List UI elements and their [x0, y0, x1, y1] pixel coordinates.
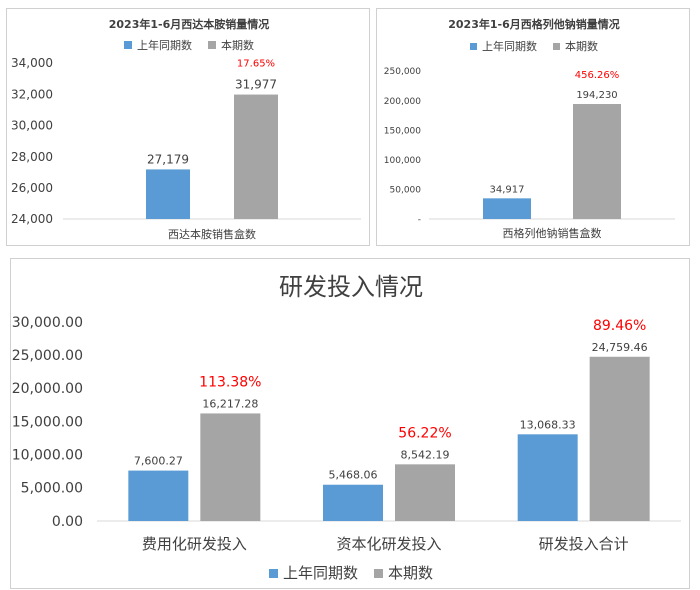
- chart-panel-chidamide: 2023年1-6月西达本胺销量情况 24,000 26,000 28,000 30,00…: [6, 8, 370, 246]
- y-tick-label: 150,000: [384, 126, 421, 136]
- legend-swatch: [124, 41, 132, 49]
- bar-value-label: 7,600.27: [134, 455, 183, 468]
- y-tick-label: 20,000.00: [12, 381, 83, 397]
- legend-label: 本期数: [388, 564, 433, 582]
- y-tick-label: 30,000: [11, 119, 53, 133]
- bar-prior-period: [323, 484, 383, 521]
- legend-label: 本期数: [221, 38, 254, 52]
- bar-value-label: 27,179: [147, 152, 189, 166]
- y-tick-label: 5,000.00: [21, 481, 83, 497]
- bar-value-label: 16,217.28: [202, 397, 258, 410]
- legend-swatch: [553, 43, 560, 50]
- bar-prior-period: [146, 169, 190, 219]
- y-tick-label: 32,000: [11, 87, 53, 101]
- legend-swatch: [208, 41, 216, 49]
- y-tick-label: 0.00: [52, 514, 83, 530]
- y-tick-label: -: [418, 215, 421, 225]
- y-tick-label: 30,000.00: [12, 315, 83, 331]
- bar-value-label: 13,068.33: [520, 418, 576, 431]
- bar-prior-period: [517, 434, 578, 521]
- growth-rate-label: 89.46%: [593, 318, 646, 334]
- bar-value-label: 34,917: [490, 184, 525, 195]
- category-label: 费用化研发投入: [142, 535, 247, 553]
- category-label: 西达本胺销售盒数: [168, 227, 256, 241]
- bar-prior-period: [483, 198, 531, 219]
- legend-swatch: [470, 43, 477, 50]
- chart-chiglitazar-sales: 2023年1-6月西格列他钠销量情况 - 50,000 100,000 150,000 2…: [384, 17, 675, 240]
- category-label: 资本化研发投入: [336, 535, 441, 553]
- legend-label: 上年同期数: [482, 39, 537, 53]
- bar-value-label: 8,542.19: [401, 448, 450, 461]
- bar-prior-period: [128, 470, 189, 521]
- growth-rate-label: 113.38%: [199, 374, 261, 390]
- chart-title: 2023年1-6月西达本胺销量情况: [109, 17, 270, 31]
- legend-label: 上年同期数: [137, 38, 192, 52]
- chart-chidamide-sales: 2023年1-6月西达本胺销量情况 24,000 26,000 28,000 30,00…: [11, 17, 361, 241]
- y-tick-label: 26,000: [11, 181, 53, 195]
- category-label: 西格列他钠销售盒数: [503, 226, 602, 240]
- growth-rate-label: 456.26%: [575, 70, 620, 81]
- y-tick-label: 34,000: [11, 56, 53, 70]
- bar-current-period: [589, 356, 650, 521]
- y-tick-label: 24,000: [11, 212, 53, 226]
- growth-rate-label: 17.65%: [237, 59, 275, 70]
- bar-current-period: [234, 94, 278, 219]
- y-tick-label: 50,000: [390, 186, 422, 196]
- y-tick-label: 25,000.00: [12, 348, 83, 364]
- y-tick-label: 250,000: [384, 67, 421, 77]
- y-tick-label: 28,000: [11, 150, 53, 164]
- chart-title: 2023年1-6月西格列他钠销量情况: [448, 17, 620, 31]
- chart-title: 研发投入情况: [279, 273, 423, 301]
- bar-value-label: 194,230: [576, 90, 617, 101]
- bar-current-period: [200, 413, 261, 521]
- legend-swatch: [374, 569, 383, 578]
- bar-value-label: 31,977: [235, 78, 277, 92]
- category-label: 研发投入合计: [539, 535, 629, 553]
- chart-rd-investment: 研发投入情况 0.00 5,000.00 10,000.00 15,000.00 20,0…: [12, 273, 681, 582]
- bar-value-label: 5,468.06: [329, 469, 378, 482]
- y-tick-label: 15,000.00: [12, 414, 83, 430]
- bar-current-period: [395, 464, 455, 521]
- chart-panel-chiglitazar: 2023年1-6月西格列他钠销量情况 - 50,000 100,000 150,000 2…: [376, 8, 690, 246]
- y-tick-label: 200,000: [384, 97, 421, 107]
- y-tick-label: 10,000.00: [12, 448, 83, 464]
- y-tick-label: 100,000: [384, 156, 421, 166]
- bar-value-label: 24,759.46: [592, 341, 648, 354]
- chart-panel-rd-investment: 研发投入情况 0.00 5,000.00 10,000.00 15,000.00 20,0…: [10, 258, 690, 589]
- legend-label: 上年同期数: [283, 564, 358, 582]
- bar-current-period: [573, 104, 621, 219]
- growth-rate-label: 56.22%: [398, 425, 451, 441]
- legend-swatch: [269, 569, 278, 578]
- legend-label: 本期数: [565, 39, 598, 53]
